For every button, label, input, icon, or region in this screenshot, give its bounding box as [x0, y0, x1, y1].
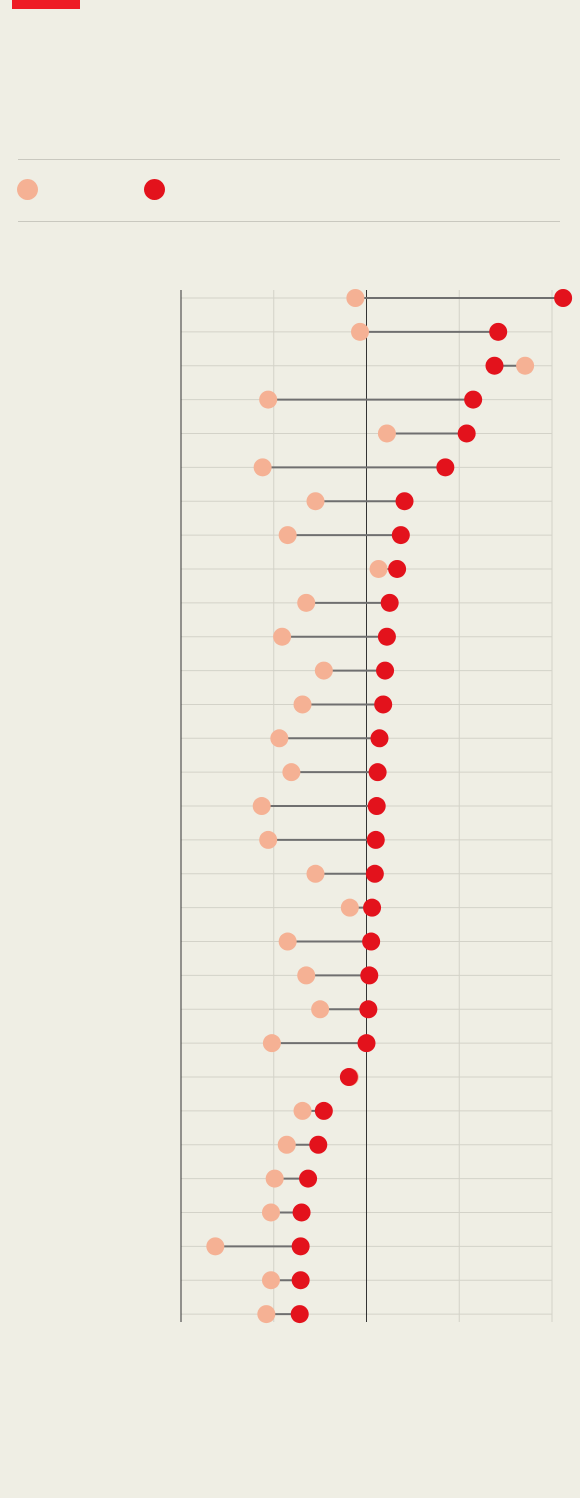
- earlier-point: [293, 1101, 312, 1120]
- earlier-point: [340, 898, 359, 917]
- later-point: [436, 458, 455, 477]
- earlier-point: [282, 763, 301, 782]
- earlier-point: [351, 322, 370, 341]
- earlier-point: [314, 661, 333, 680]
- earlier-point: [346, 289, 365, 307]
- later-point: [314, 1101, 333, 1120]
- earlier-point: [206, 1237, 225, 1256]
- earlier-point: [377, 424, 396, 443]
- earlier-point: [262, 1034, 281, 1053]
- legend-top-rule: [18, 159, 560, 160]
- later-point: [291, 1271, 310, 1290]
- legend-later-dot: [144, 179, 165, 200]
- later-point: [376, 661, 395, 680]
- earlier-point: [252, 797, 271, 816]
- later-point: [357, 1034, 376, 1053]
- later-point: [485, 356, 504, 375]
- earlier-point: [257, 1305, 276, 1324]
- legend: [17, 179, 417, 201]
- later-point: [370, 729, 389, 748]
- earlier-point: [311, 1000, 330, 1019]
- brand-bar: [12, 0, 80, 9]
- earlier-point: [261, 1203, 280, 1222]
- earlier-point: [293, 695, 312, 714]
- later-point: [292, 1203, 311, 1222]
- earlier-point: [297, 593, 316, 612]
- earlier-point: [273, 627, 292, 646]
- later-point: [291, 1237, 310, 1256]
- later-point: [290, 1305, 309, 1324]
- later-point: [391, 526, 410, 545]
- later-point: [363, 898, 382, 917]
- earlier-point: [297, 966, 316, 985]
- later-point: [299, 1169, 318, 1188]
- later-point: [360, 966, 379, 985]
- later-point: [395, 492, 414, 511]
- later-point: [359, 1000, 378, 1019]
- dumbbell-chart: [180, 289, 573, 1324]
- later-point: [388, 559, 407, 578]
- legend-earlier-dot: [17, 179, 38, 200]
- later-point: [368, 763, 387, 782]
- later-point: [380, 593, 399, 612]
- earlier-point: [278, 526, 297, 545]
- earlier-point: [277, 1135, 296, 1154]
- earlier-point: [306, 492, 325, 511]
- earlier-point: [253, 458, 272, 477]
- earlier-point: [278, 932, 297, 951]
- earlier-point: [265, 1169, 284, 1188]
- later-point: [554, 289, 573, 307]
- later-point: [377, 627, 396, 646]
- later-point: [457, 424, 476, 443]
- later-point: [339, 1068, 358, 1087]
- later-point: [374, 695, 393, 714]
- earlier-point: [259, 830, 278, 849]
- earlier-point: [261, 1271, 280, 1290]
- later-point: [365, 864, 384, 883]
- later-point: [362, 932, 381, 951]
- earlier-point: [259, 390, 278, 409]
- earlier-point: [516, 356, 535, 375]
- later-point: [309, 1135, 328, 1154]
- legend-bottom-rule: [18, 221, 560, 222]
- earlier-point: [306, 864, 325, 883]
- later-point: [489, 322, 508, 341]
- earlier-point: [369, 559, 388, 578]
- later-point: [366, 830, 385, 849]
- later-point: [464, 390, 483, 409]
- earlier-point: [270, 729, 289, 748]
- later-point: [367, 797, 386, 816]
